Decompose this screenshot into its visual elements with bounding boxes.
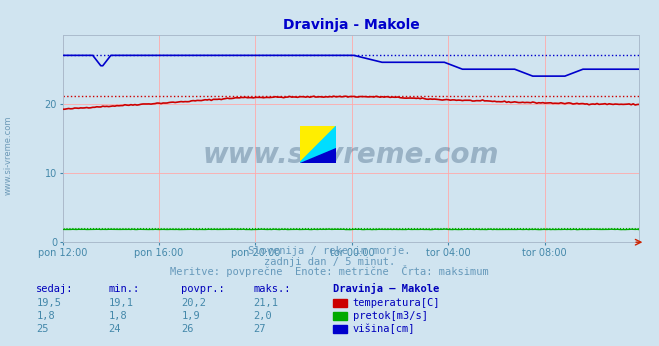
- Text: www.si-vreme.com: www.si-vreme.com: [3, 116, 13, 195]
- Text: 27: 27: [254, 324, 266, 334]
- Text: temperatura[C]: temperatura[C]: [353, 298, 440, 308]
- Text: 24: 24: [109, 324, 121, 334]
- Text: maks.:: maks.:: [254, 284, 291, 294]
- Text: 20,2: 20,2: [181, 298, 206, 308]
- Polygon shape: [300, 126, 336, 163]
- Text: 1,9: 1,9: [181, 311, 200, 321]
- Text: višina[cm]: višina[cm]: [353, 324, 415, 334]
- Text: Dravinja – Makole: Dravinja – Makole: [333, 283, 439, 294]
- Text: 1,8: 1,8: [36, 311, 55, 321]
- Text: 25: 25: [36, 324, 49, 334]
- Text: 1,8: 1,8: [109, 311, 127, 321]
- Text: pretok[m3/s]: pretok[m3/s]: [353, 311, 428, 321]
- Text: 21,1: 21,1: [254, 298, 279, 308]
- Polygon shape: [300, 126, 336, 163]
- Text: Slovenija / reke in morje.: Slovenija / reke in morje.: [248, 246, 411, 256]
- Text: 19,1: 19,1: [109, 298, 134, 308]
- Text: sedaj:: sedaj:: [36, 284, 74, 294]
- Polygon shape: [300, 148, 336, 163]
- Text: www.si-vreme.com: www.si-vreme.com: [203, 141, 499, 169]
- Text: 2,0: 2,0: [254, 311, 272, 321]
- Text: 19,5: 19,5: [36, 298, 61, 308]
- Text: min.:: min.:: [109, 284, 140, 294]
- Text: 26: 26: [181, 324, 194, 334]
- Title: Dravinja - Makole: Dravinja - Makole: [283, 18, 419, 32]
- Text: Meritve: povprečne  Enote: metrične  Črta: maksimum: Meritve: povprečne Enote: metrične Črta:…: [170, 265, 489, 277]
- Text: zadnji dan / 5 minut.: zadnji dan / 5 minut.: [264, 257, 395, 267]
- Text: povpr.:: povpr.:: [181, 284, 225, 294]
